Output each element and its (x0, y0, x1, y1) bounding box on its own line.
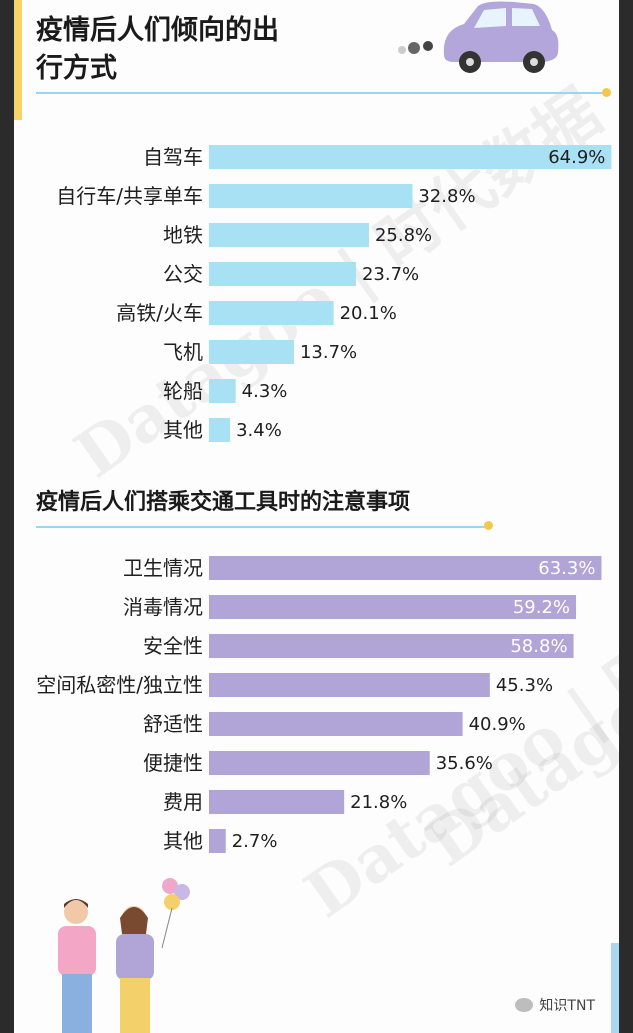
brand-label: 知识TNT (539, 998, 595, 1014)
value-label: 63.3% (538, 558, 595, 579)
category-label: 地铁 (163, 223, 203, 247)
category-label: 自驾车 (143, 145, 203, 169)
car-window (474, 8, 506, 28)
bar (209, 262, 356, 286)
value-label: 25.8% (375, 225, 432, 246)
category-label: 费用 (163, 790, 203, 814)
category-label: 高铁/火车 (116, 301, 203, 325)
chart-title-concerns: 疫情后人们搭乘交通工具时的注意事项 (36, 490, 411, 515)
car-illustration (398, 1, 559, 73)
person-hair (120, 907, 148, 934)
value-label: 32.8% (418, 186, 475, 207)
balloon-string (161, 907, 173, 949)
chart-title-travel: 疫情后人们倾向的出 行方式 (36, 15, 279, 84)
bar (209, 184, 413, 208)
title-underline (36, 526, 488, 528)
bar (209, 223, 369, 247)
rule-dot (602, 88, 611, 97)
accent-stripe (611, 943, 619, 1033)
exhaust-dot (398, 46, 406, 54)
car-wheel-hub (466, 58, 474, 66)
accent-stripe (14, 0, 22, 120)
car-window (512, 8, 540, 26)
bar (209, 145, 612, 169)
balloon (162, 878, 178, 894)
people-illustration (58, 878, 190, 1033)
bar (209, 790, 345, 814)
infographic-card: Datagoo | 时代数据 Datagoo | 时代数据 Datagoo 疫情… (14, 0, 619, 1033)
value-label: 20.1% (340, 303, 397, 324)
footer-brand: 知识TNT (515, 995, 595, 1015)
value-label: 59.2% (513, 597, 570, 618)
value-label: 35.6% (436, 753, 493, 774)
category-label: 空间私密性/独立性 (36, 673, 203, 697)
category-label: 消毒情况 (123, 595, 203, 619)
category-label: 便捷性 (143, 751, 203, 775)
category-label: 舒适性 (143, 712, 203, 736)
balloon (174, 884, 190, 900)
title-underline (36, 92, 606, 94)
chart-0: 自驾车 64.9% 自行车/共享单车 32.8% 地铁 25.8% 公交 23.7% 高铁/火车… (56, 145, 612, 442)
bar (209, 418, 231, 442)
bar (209, 634, 574, 658)
wechat-icon (515, 998, 534, 1012)
value-label: 23.7% (362, 264, 419, 285)
category-label: 自行车/共享单车 (56, 184, 203, 208)
value-label: 21.8% (350, 792, 407, 813)
person-shirt (116, 934, 154, 980)
rule-dot (484, 521, 493, 530)
bar (209, 712, 463, 736)
category-label: 其他 (163, 418, 203, 442)
person-pants (120, 978, 150, 1033)
value-label: 13.7% (300, 342, 357, 363)
person-head (64, 900, 88, 924)
value-label: 40.9% (469, 714, 526, 735)
person-shirt (58, 926, 96, 976)
bar (209, 556, 602, 580)
value-label: 58.8% (510, 636, 567, 657)
value-label: 4.3% (242, 381, 288, 402)
bar (209, 379, 236, 403)
value-label: 3.4% (236, 420, 282, 441)
person-pants (62, 974, 92, 1033)
category-label: 安全性 (143, 634, 203, 658)
balloon (164, 894, 180, 910)
chart-1: 卫生情况 63.3% 消毒情况 59.2% 安全性 58.8% 空间私密性/独立性 45.3%… (36, 556, 602, 853)
exhaust-dot (408, 42, 420, 54)
category-label: 飞机 (163, 340, 203, 364)
person-hair (64, 899, 88, 908)
category-label: 公交 (163, 262, 203, 286)
value-label: 45.3% (496, 675, 553, 696)
bar (209, 673, 490, 697)
bar (209, 595, 577, 619)
bar (209, 301, 334, 325)
category-label: 卫生情况 (123, 556, 203, 580)
bar (209, 829, 226, 853)
category-label: 轮船 (163, 379, 203, 403)
bar (209, 340, 294, 364)
value-label: 64.9% (548, 147, 605, 168)
category-label: 其他 (163, 829, 203, 853)
bar (209, 751, 430, 775)
car-wheel-hub (530, 58, 538, 66)
exhaust-dot (423, 41, 433, 51)
value-label: 2.7% (232, 831, 278, 852)
